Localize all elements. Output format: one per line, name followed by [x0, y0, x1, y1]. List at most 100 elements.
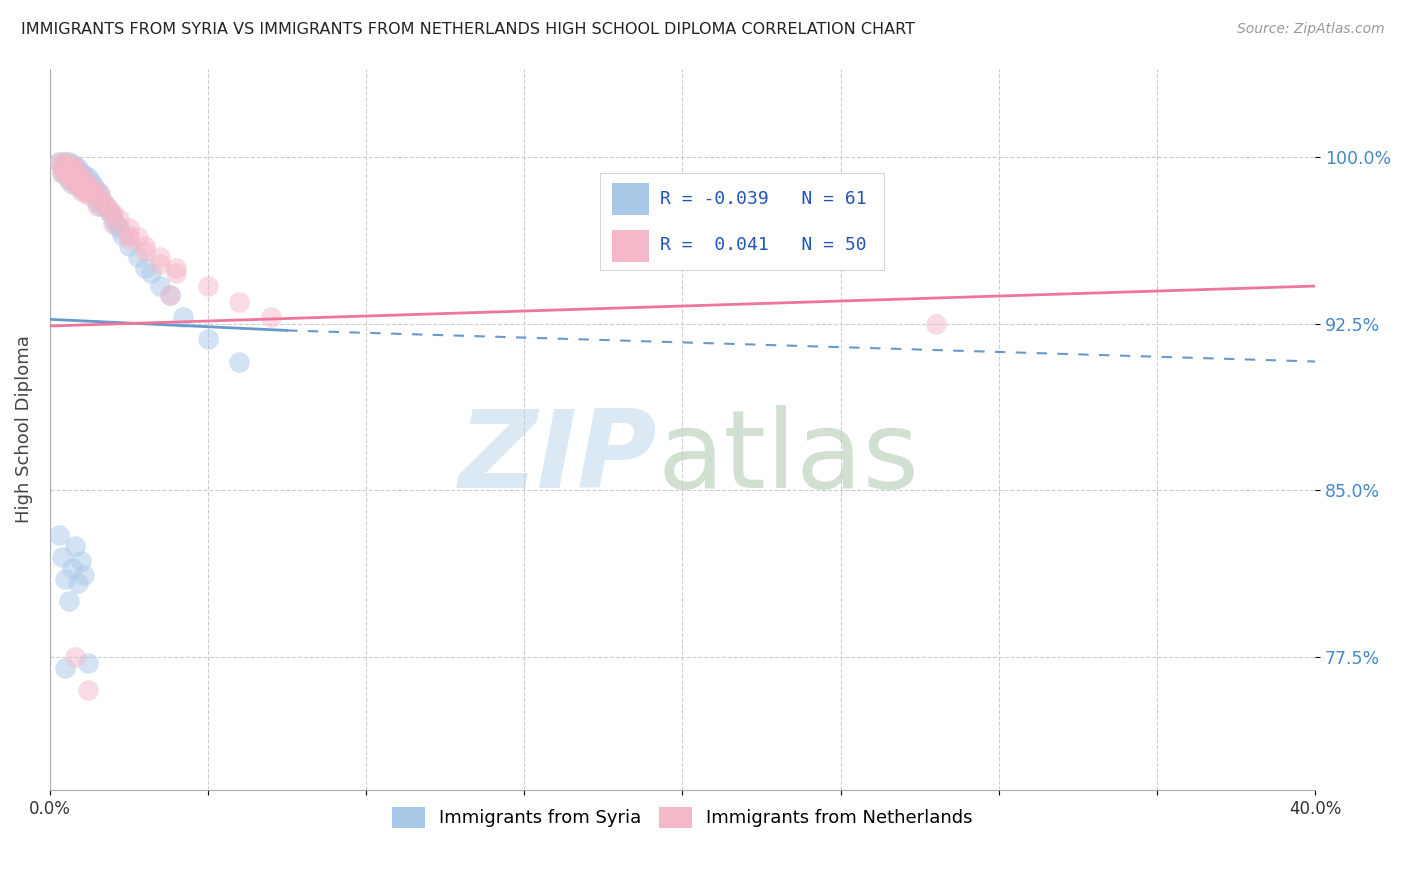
Point: [70, 166, 93, 180]
Point: [55, 161, 77, 176]
Point: [83, 184, 105, 198]
Point: [55, 154, 77, 169]
Point: [228, 354, 250, 368]
Point: [149, 257, 172, 271]
Point: [134, 239, 156, 253]
Point: [76, 170, 98, 185]
Point: [55, 572, 77, 586]
Point: [58, 163, 80, 178]
Point: [60, 159, 83, 173]
Point: [80, 184, 103, 198]
Point: [67, 168, 90, 182]
Point: [70, 184, 93, 198]
Point: [70, 168, 93, 182]
Point: [101, 212, 124, 227]
Point: [93, 194, 115, 209]
Point: [86, 184, 108, 198]
Point: [73, 177, 96, 191]
Point: [73, 567, 96, 582]
Point: [51, 549, 73, 564]
Point: [67, 177, 90, 191]
Point: [260, 310, 283, 325]
Point: [134, 261, 156, 276]
Point: [76, 181, 98, 195]
Point: [118, 227, 141, 242]
Point: [48, 154, 70, 169]
Point: [83, 179, 105, 194]
Point: [67, 161, 90, 176]
Point: [55, 159, 77, 173]
Point: [70, 179, 93, 194]
Point: [96, 199, 118, 213]
Point: [58, 154, 80, 169]
Point: [80, 181, 103, 195]
Point: [70, 554, 93, 568]
Point: [101, 206, 124, 220]
Point: [118, 239, 141, 253]
Point: [111, 227, 134, 242]
Text: IMMIGRANTS FROM SYRIA VS IMMIGRANTS FROM NETHERLANDS HIGH SCHOOL DIPLOMA CORRELA: IMMIGRANTS FROM SYRIA VS IMMIGRANTS FROM…: [21, 22, 915, 37]
Point: [67, 177, 90, 191]
Point: [127, 250, 149, 264]
Point: [172, 310, 194, 325]
Point: [51, 159, 73, 173]
Text: ZIP: ZIP: [458, 405, 657, 511]
Point: [76, 186, 98, 200]
Text: atlas: atlas: [657, 405, 920, 511]
Point: [96, 202, 118, 216]
Point: [73, 172, 96, 186]
Point: [197, 332, 219, 346]
Point: [228, 294, 250, 309]
Point: [60, 161, 83, 176]
Point: [60, 168, 83, 182]
Point: [48, 154, 70, 169]
Point: [76, 657, 98, 671]
Text: Source: ZipAtlas.com: Source: ZipAtlas.com: [1237, 22, 1385, 37]
Point: [51, 166, 73, 180]
Point: [58, 172, 80, 186]
Point: [73, 168, 96, 182]
Point: [76, 188, 98, 202]
Point: [98, 206, 121, 220]
Point: [89, 186, 111, 200]
Point: [63, 175, 86, 189]
Point: [89, 199, 111, 213]
Point: [63, 649, 86, 664]
Point: [58, 166, 80, 180]
Point: [86, 199, 108, 213]
Point: [55, 661, 77, 675]
Point: [165, 261, 187, 276]
Point: [108, 221, 131, 235]
Point: [93, 194, 115, 209]
Point: [70, 181, 93, 195]
Point: [48, 527, 70, 541]
Point: [55, 166, 77, 180]
Point: [118, 221, 141, 235]
Point: [58, 172, 80, 186]
Point: [108, 212, 131, 227]
Point: [197, 279, 219, 293]
Point: [60, 177, 83, 191]
Point: [58, 157, 80, 171]
Point: [924, 317, 946, 331]
Point: [86, 194, 108, 209]
Point: [76, 177, 98, 191]
Point: [63, 166, 86, 180]
Point: [63, 161, 86, 176]
Point: [165, 266, 187, 280]
Point: [149, 279, 172, 293]
Point: [76, 683, 98, 698]
Point: [63, 177, 86, 191]
Point: [55, 154, 77, 169]
Point: [63, 539, 86, 553]
Point: [58, 159, 80, 173]
Point: [118, 232, 141, 246]
Point: [139, 266, 162, 280]
Point: [63, 159, 86, 173]
Point: [134, 244, 156, 258]
Point: [51, 161, 73, 176]
Point: [159, 288, 181, 302]
Point: [159, 288, 181, 302]
Point: [55, 163, 77, 178]
Point: [58, 594, 80, 608]
